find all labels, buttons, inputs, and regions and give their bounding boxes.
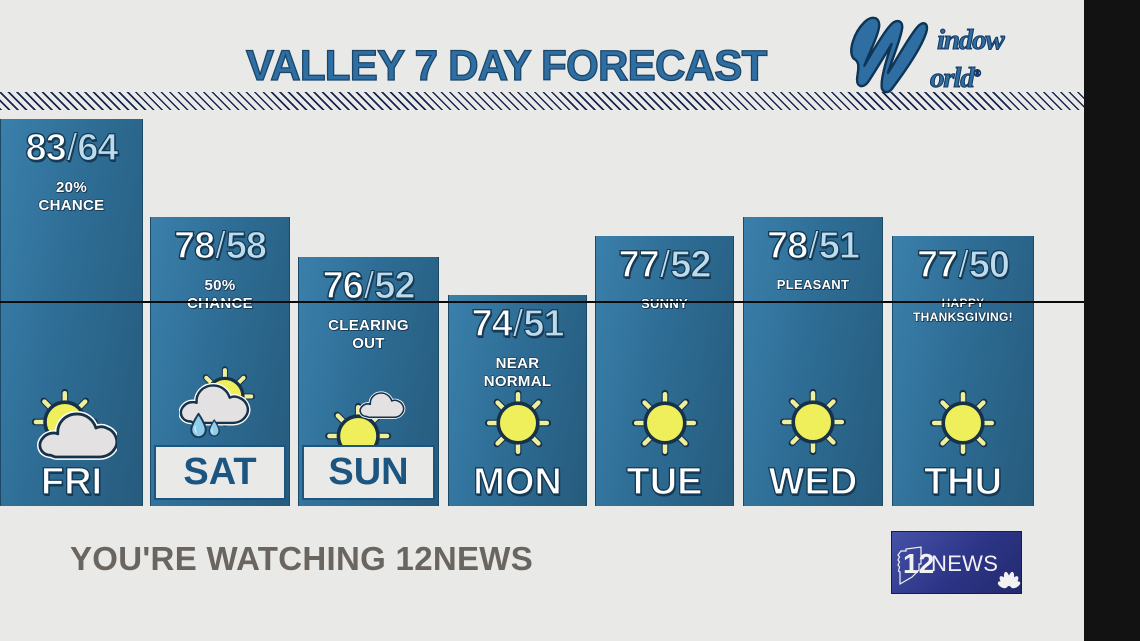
svg-text:12: 12	[903, 548, 934, 579]
svg-text:NEWS: NEWS	[931, 551, 998, 576]
